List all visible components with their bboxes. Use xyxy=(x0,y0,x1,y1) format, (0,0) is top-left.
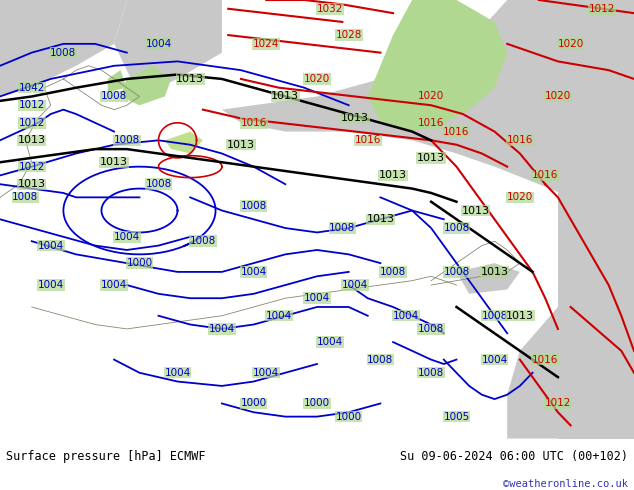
Polygon shape xyxy=(456,263,520,294)
Text: 1008: 1008 xyxy=(145,179,172,189)
Text: 1008: 1008 xyxy=(113,135,140,146)
Polygon shape xyxy=(222,0,634,197)
Text: 1013: 1013 xyxy=(227,140,255,150)
Text: 1012: 1012 xyxy=(589,4,616,14)
Text: 1004: 1004 xyxy=(481,355,508,365)
Text: 1024: 1024 xyxy=(253,39,280,49)
Text: 1032: 1032 xyxy=(316,4,343,14)
Text: 1000: 1000 xyxy=(240,398,267,409)
Text: 1020: 1020 xyxy=(304,74,330,84)
Text: ©weatheronline.co.uk: ©weatheronline.co.uk xyxy=(503,479,628,489)
Text: 1000: 1000 xyxy=(304,398,330,409)
Text: 1013: 1013 xyxy=(18,135,46,146)
Text: 1008: 1008 xyxy=(418,324,444,334)
Text: 1008: 1008 xyxy=(418,368,444,378)
Text: 1004: 1004 xyxy=(101,280,127,290)
Text: 1008: 1008 xyxy=(329,223,356,233)
Text: 1013: 1013 xyxy=(417,153,445,163)
Text: 1012: 1012 xyxy=(18,162,45,172)
Text: 1016: 1016 xyxy=(532,171,559,180)
Text: 1008: 1008 xyxy=(190,236,216,246)
Polygon shape xyxy=(120,66,171,105)
Text: 1012: 1012 xyxy=(18,100,45,110)
Text: 1013: 1013 xyxy=(100,157,128,167)
Text: 1004: 1004 xyxy=(253,368,280,378)
Text: 1004: 1004 xyxy=(316,337,343,347)
Text: 1012: 1012 xyxy=(18,118,45,128)
Text: 1013: 1013 xyxy=(271,92,299,101)
Polygon shape xyxy=(368,0,507,132)
Polygon shape xyxy=(558,0,634,439)
Text: 1005: 1005 xyxy=(443,412,470,421)
Text: 1016: 1016 xyxy=(507,135,533,146)
Text: 1008: 1008 xyxy=(380,267,406,277)
Text: 1012: 1012 xyxy=(545,398,571,409)
Text: 1008: 1008 xyxy=(443,223,470,233)
Text: 1004: 1004 xyxy=(304,293,330,303)
Text: Surface pressure [hPa] ECMWF: Surface pressure [hPa] ECMWF xyxy=(6,450,206,463)
Text: 1020: 1020 xyxy=(557,39,584,49)
Text: 1004: 1004 xyxy=(164,368,191,378)
Text: 1004: 1004 xyxy=(145,39,172,49)
Text: 1004: 1004 xyxy=(37,241,64,250)
Text: 1013: 1013 xyxy=(379,171,407,180)
Text: 1013: 1013 xyxy=(506,311,534,321)
Text: 1013: 1013 xyxy=(18,179,46,189)
Text: 1000: 1000 xyxy=(335,412,362,421)
Text: 1008: 1008 xyxy=(240,201,267,211)
Text: 1013: 1013 xyxy=(481,267,508,277)
Polygon shape xyxy=(165,132,203,153)
Text: 1020: 1020 xyxy=(545,92,571,101)
Text: 1013: 1013 xyxy=(366,214,394,224)
Text: 1008: 1008 xyxy=(12,193,39,202)
Text: 1020: 1020 xyxy=(507,193,533,202)
Polygon shape xyxy=(108,70,127,92)
Text: Su 09-06-2024 06:00 UTC (00+102): Su 09-06-2024 06:00 UTC (00+102) xyxy=(399,450,628,463)
Text: 1016: 1016 xyxy=(532,355,559,365)
Text: 1016: 1016 xyxy=(418,118,444,128)
Text: 1016: 1016 xyxy=(354,135,381,146)
Text: 1020: 1020 xyxy=(418,92,444,101)
Polygon shape xyxy=(507,285,634,439)
Text: 1008: 1008 xyxy=(367,355,394,365)
Text: 1004: 1004 xyxy=(342,280,368,290)
Text: 1004: 1004 xyxy=(392,311,419,321)
Text: 1004: 1004 xyxy=(37,280,64,290)
Text: 1013: 1013 xyxy=(462,205,489,216)
Text: 1008: 1008 xyxy=(101,92,127,101)
Text: 1028: 1028 xyxy=(335,30,362,40)
Text: 1008: 1008 xyxy=(50,48,77,58)
Text: 1042: 1042 xyxy=(18,83,45,93)
Text: 1004: 1004 xyxy=(266,311,292,321)
Text: 1016: 1016 xyxy=(443,126,470,137)
Text: 1008: 1008 xyxy=(481,311,508,321)
Text: 1008: 1008 xyxy=(443,267,470,277)
Text: 1004: 1004 xyxy=(113,232,140,242)
Text: 1004: 1004 xyxy=(240,267,267,277)
Polygon shape xyxy=(0,0,127,97)
Text: 1013: 1013 xyxy=(176,74,204,84)
Text: 1016: 1016 xyxy=(240,118,267,128)
Text: 1004: 1004 xyxy=(209,324,235,334)
Text: 1000: 1000 xyxy=(126,258,153,268)
Text: 1013: 1013 xyxy=(341,113,369,123)
Polygon shape xyxy=(114,0,222,97)
